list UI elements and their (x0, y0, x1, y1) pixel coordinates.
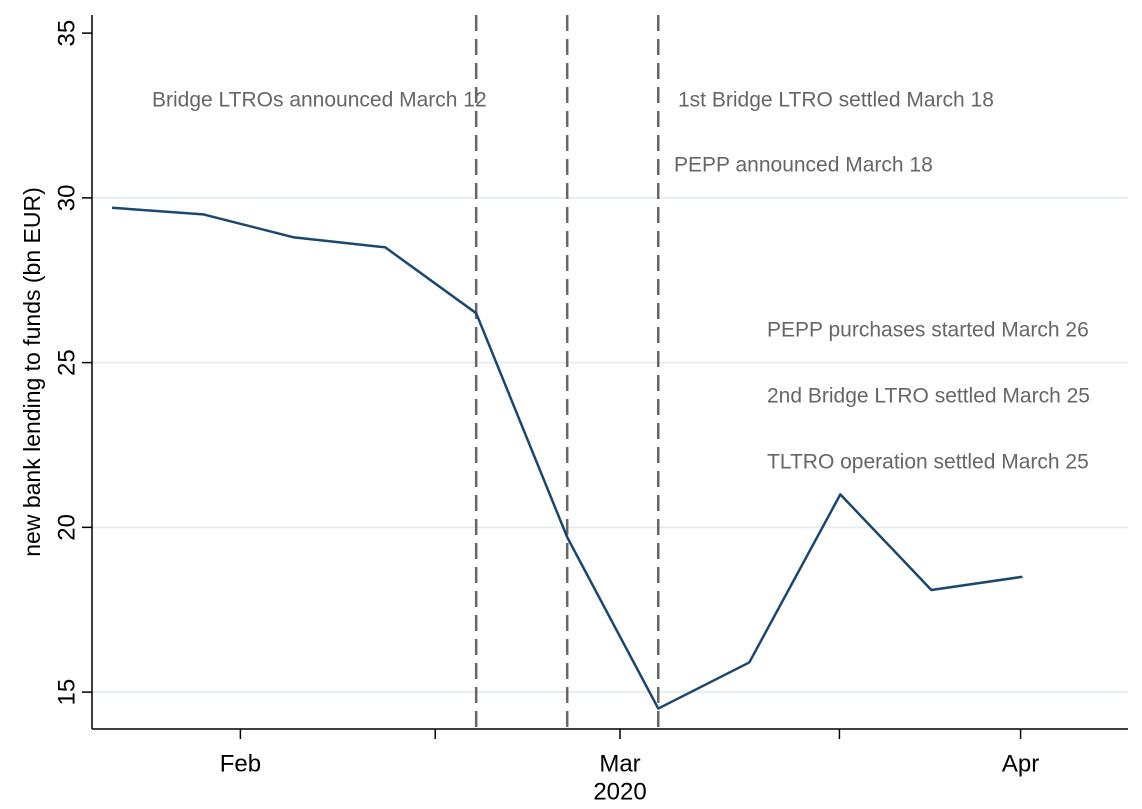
annotation: 1st Bridge LTRO settled March 18 (678, 89, 994, 112)
x-tick-label: Mar (599, 750, 640, 777)
x-axis-label: 2020 (593, 778, 646, 804)
annotation: PEPP announced March 18 (674, 154, 933, 177)
y-tick-label: 30 (53, 185, 80, 212)
annotation: TLTRO operation settled March 25 (767, 451, 1089, 474)
y-tick-label: 35 (53, 20, 80, 47)
annotation: 2nd Bridge LTRO settled March 25 (767, 385, 1090, 408)
x-tick-label: Apr (1002, 750, 1039, 777)
y-tick-label: 15 (53, 679, 80, 706)
y-axis-label: new bank lending to funds (bn EUR) (19, 187, 45, 557)
annotation: PEPP purchases started March 26 (767, 319, 1089, 342)
data-line (111, 206, 1023, 710)
x-tick-label: Feb (220, 750, 261, 777)
y-tick-label: 20 (53, 514, 80, 541)
y-tick-label: 25 (53, 349, 80, 376)
annotation: Bridge LTROs announced March 12 (152, 89, 487, 112)
